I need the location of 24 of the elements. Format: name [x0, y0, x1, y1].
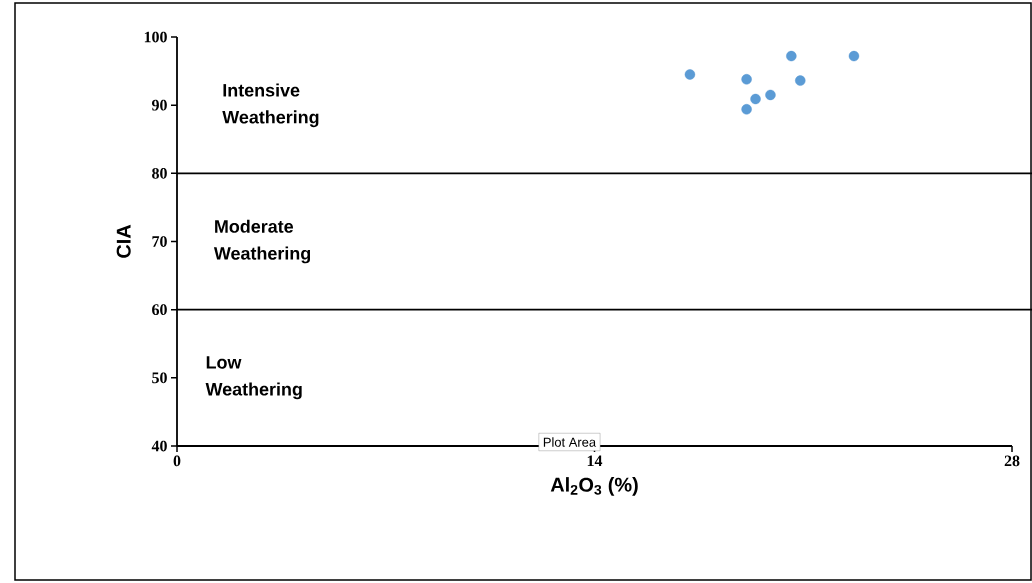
y-axis-title: CIA: [116, 224, 131, 258]
x-tick-label: 0: [173, 455, 181, 467]
point: [765, 89, 776, 101]
annotation: Plot Area: [543, 437, 597, 447]
y-tick-label: 40: [151, 440, 167, 452]
point: [795, 75, 806, 86]
y-tick-label: 80: [152, 167, 167, 179]
y-tick-label: 70: [152, 236, 167, 247]
point: [741, 104, 752, 115]
annotation: Low Weathering: [205, 356, 302, 400]
annotation: Moderate Weathering: [213, 219, 311, 264]
x-tick-label: 14: [587, 455, 603, 467]
point: [786, 50, 797, 62]
y-tick-label: 60: [152, 304, 167, 316]
y-tick-label: 50: [152, 372, 167, 384]
point: [848, 50, 860, 62]
point: [741, 74, 752, 85]
annotation: Intensive Weathering: [222, 83, 319, 128]
x-tick-label: 28: [1004, 455, 1020, 467]
point: [750, 93, 761, 105]
y-tick-label: 100: [144, 31, 167, 43]
y-tick-label: 90: [151, 99, 167, 111]
x-axis-title: Al$_{2}$O$_{3}$ (%): [550, 477, 638, 496]
point: [684, 69, 696, 80]
